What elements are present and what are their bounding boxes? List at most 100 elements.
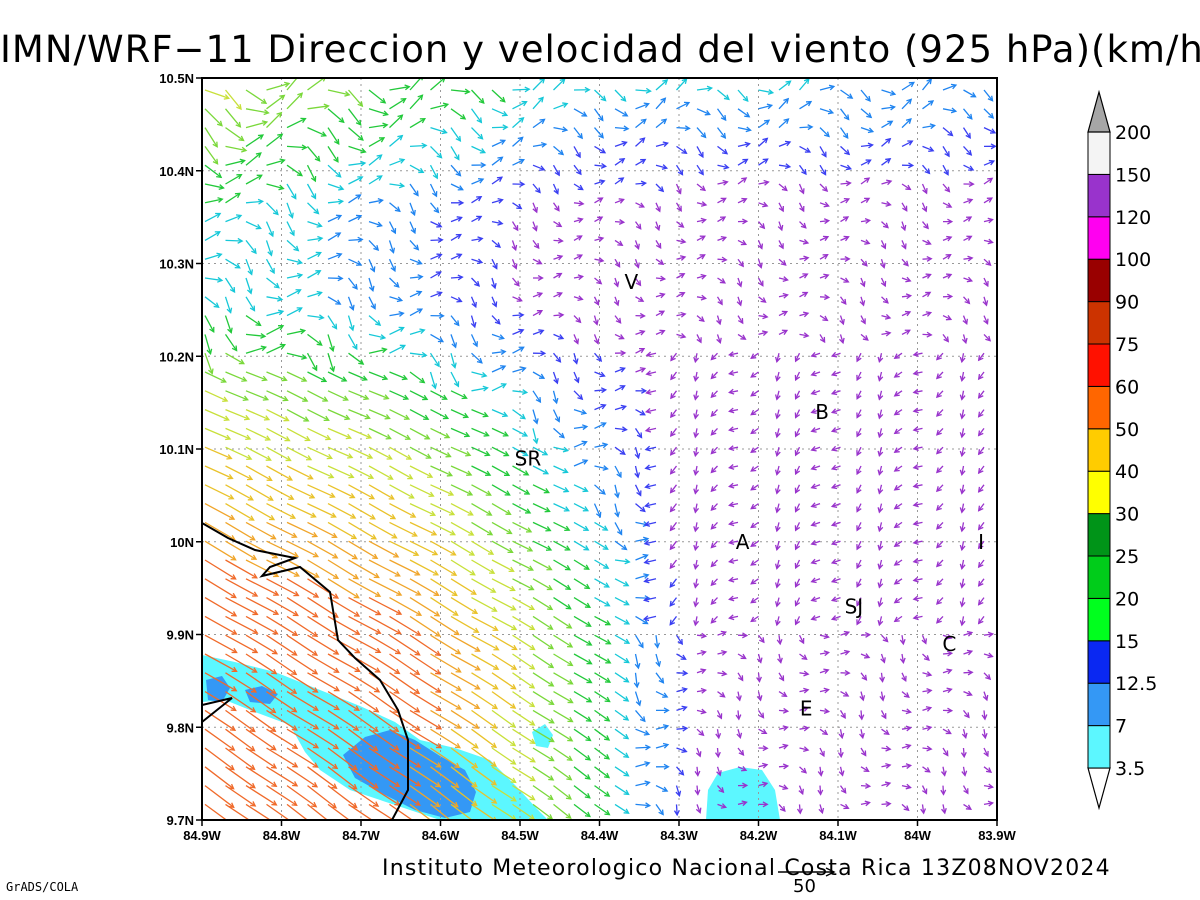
wind-arrow-head: [351, 764, 358, 771]
wind-arrow-head: [567, 697, 574, 704]
wind-arrow-head: [778, 205, 784, 213]
wind-arrow-head: [750, 616, 757, 623]
wind-arrow-head: [352, 745, 359, 751]
wind-arrow: [430, 747, 460, 768]
wind-arrow: [245, 200, 263, 204]
wind-arrow: [936, 409, 944, 417]
wind-arrow: [913, 540, 923, 544]
wind-arrow: [286, 540, 319, 558]
wind-arrow: [450, 634, 480, 652]
wind-arrow-head: [547, 604, 554, 611]
wind-arrow-head: [794, 487, 801, 494]
wind-arrow: [471, 766, 497, 786]
wind-arrow-head: [446, 471, 454, 477]
wind-arrow: [799, 273, 808, 279]
wind-arrow-head: [597, 236, 605, 243]
wind-arrow-head: [965, 132, 971, 139]
wind-arrow-head: [558, 149, 565, 156]
wind-arrow-head: [250, 707, 257, 713]
wind-arrow: [750, 521, 759, 528]
wind-arrow-head: [929, 123, 936, 130]
wind-arrow: [795, 465, 801, 475]
wind-arrow: [776, 616, 780, 626]
wind-arrow-head: [677, 638, 683, 646]
wind-arrow-head: [511, 624, 518, 631]
wind-arrow: [471, 521, 493, 536]
wind-arrow-head: [350, 533, 358, 540]
wind-arrow: [491, 277, 496, 289]
wind-arrow: [758, 728, 767, 734]
wind-arrow: [676, 273, 685, 279]
wind-arrow: [429, 183, 438, 197]
wind-arrow: [856, 578, 862, 587]
wind-arrow: [245, 108, 269, 114]
wind-arrow-head: [700, 273, 707, 280]
wind-arrow: [409, 352, 427, 356]
wind-arrow: [204, 427, 231, 440]
wind-arrow-head: [260, 345, 267, 352]
wind-arrow: [670, 503, 678, 512]
wind-arrow-head: [373, 801, 380, 807]
wind-arrow: [840, 631, 850, 636]
wind-arrow: [878, 559, 883, 569]
wind-arrow: [409, 803, 432, 820]
wind-arrow: [716, 334, 721, 343]
wind-arrow-head: [291, 193, 297, 200]
wind-arrow: [594, 371, 605, 377]
wind-arrow: [491, 315, 501, 325]
wind-arrow-head: [266, 475, 273, 481]
wind-arrow: [204, 390, 228, 402]
wind-arrow-head: [311, 801, 318, 808]
wind-arrow-head: [885, 745, 892, 752]
wind-arrow: [758, 202, 768, 207]
wind-arrow-head: [502, 411, 509, 418]
wind-arrow-head: [861, 260, 868, 267]
wind-arrow-head: [883, 729, 890, 735]
wind-arrow: [942, 804, 946, 814]
wind-arrow: [710, 390, 718, 398]
wind-arrow-head: [261, 98, 268, 104]
wind-arrow: [901, 803, 910, 811]
wind-arrow-head: [830, 615, 838, 621]
wind-arrow-head: [442, 413, 450, 420]
wind-arrow: [961, 522, 965, 532]
wind-arrow-head: [720, 803, 728, 809]
wind-arrow: [348, 766, 379, 789]
wind-arrow-head: [312, 705, 319, 711]
wind-arrow: [471, 127, 483, 140]
wind-arrow-head: [393, 745, 400, 751]
wind-arrow: [245, 540, 278, 559]
wind-arrow-head: [342, 395, 349, 401]
wind-arrow: [716, 108, 727, 121]
wind-arrow-head: [722, 148, 729, 155]
wind-arrow-head: [496, 176, 504, 182]
wind-arrow: [710, 559, 718, 567]
wind-arrow-head: [316, 340, 323, 346]
wind-arrow-head: [925, 273, 932, 279]
wind-arrow-head: [271, 668, 278, 675]
wind-arrow: [307, 503, 336, 518]
wind-arrow-head: [728, 558, 735, 564]
wind-arrow: [409, 691, 442, 711]
wind-arrow: [729, 352, 739, 356]
x-tick-label: 84W: [904, 828, 931, 843]
wind-arrow: [204, 672, 237, 692]
wind-arrow-head: [231, 686, 238, 692]
wind-arrow-head: [856, 581, 862, 588]
wind-arrow: [614, 503, 619, 517]
wind-arrow-head: [593, 299, 600, 306]
wind-arrow-head: [865, 95, 871, 102]
colorbar-box: [1087, 470, 1111, 515]
colorbar-label: 30: [1115, 504, 1139, 526]
wind-arrow-head: [774, 507, 781, 514]
wind-arrow-head: [959, 469, 966, 476]
wind-arrow-head: [810, 577, 817, 584]
wind-arrow: [614, 385, 625, 392]
wind-arrow: [811, 446, 821, 451]
wind-arrow: [389, 766, 421, 787]
wind-arrow: [978, 597, 985, 606]
wind-arrow: [491, 559, 514, 572]
wind-arrow: [532, 446, 548, 456]
wind-arrow-head: [229, 514, 236, 520]
wind-arrow-head: [576, 169, 582, 176]
